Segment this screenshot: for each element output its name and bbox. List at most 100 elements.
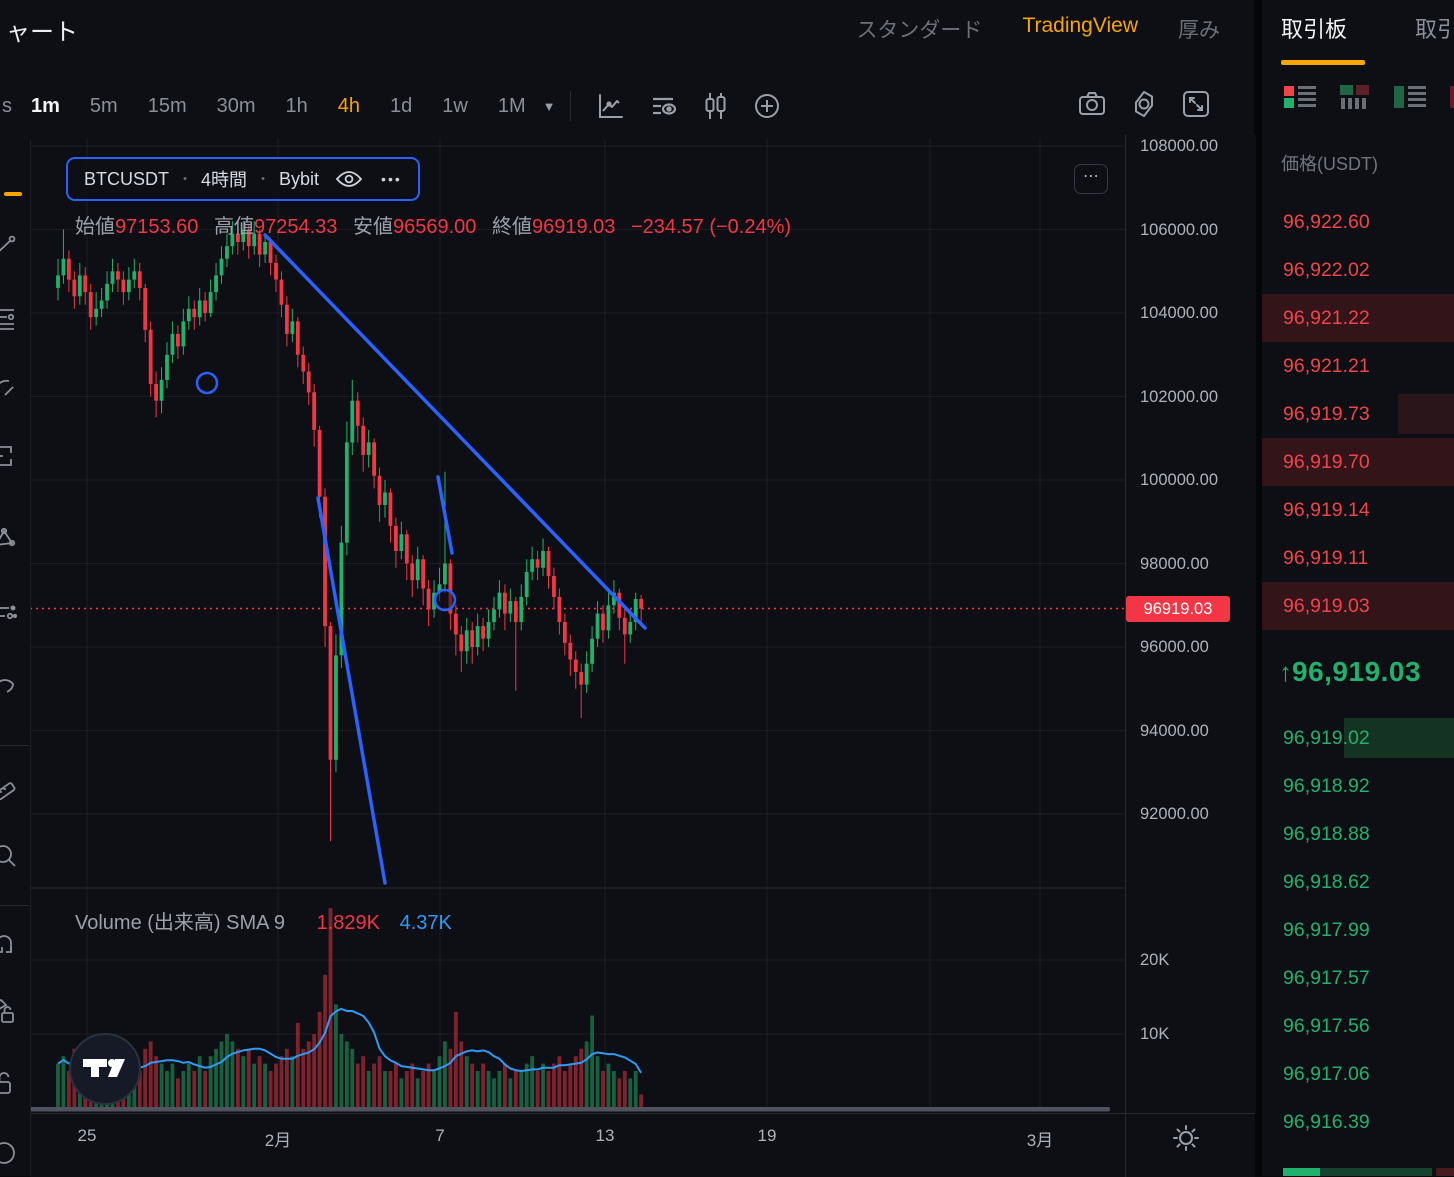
camera-snapshot-icon[interactable] [1077,89,1107,119]
ask-row[interactable]: 96,919.14 [1262,486,1454,534]
asks-list: 96,922.60 96,922.02 96,921.22 96,921.21 96,9… [1262,198,1454,630]
compare-add-icon[interactable] [752,91,782,121]
drawing-lock-tool-icon[interactable] [0,998,17,1024]
ask-row[interactable]: 96,919.03 [1262,582,1454,630]
orderbook-view-modes [1283,84,1454,110]
symbol-legend[interactable]: BTCUSDT ・ 4時間 ・ Bybit ••• [66,157,420,201]
bid-row[interactable]: 96,918.62 [1262,858,1454,906]
timeframe-5m[interactable]: 5m [89,94,118,117]
view-buys-only-icon[interactable] [1393,84,1427,110]
ask-row[interactable]: 96,919.70 [1262,438,1454,486]
rail-divider [0,905,28,906]
fullscreen-icon[interactable] [1181,89,1211,119]
time-tick: 25 [77,1126,97,1145]
ask-price: 96,919.73 [1283,402,1370,425]
fib-retracement-tool-icon[interactable] [0,305,17,331]
view-both-sides-icon[interactable] [1283,84,1317,110]
legend-separator: ・ [256,171,271,187]
exchange-label: Bybit [279,168,320,189]
settings-gear-icon[interactable] [1129,89,1159,119]
price-column-header: 価格(USDT) [1281,154,1378,174]
candles-style-icon[interactable] [700,91,730,121]
eye-visibility-icon[interactable] [336,170,363,188]
trend-line-tool-icon[interactable] [0,234,17,260]
ask-row[interactable]: 96,922.60 [1262,198,1454,246]
mid-price-row[interactable]: ↑ 96,919.03 [1262,630,1454,714]
timeframe-4h[interactable]: 4h [337,94,361,117]
time-axis[interactable]: 25 2月 7 13 19 3月 [30,1113,1125,1177]
low-value: 96569.00 [392,216,477,238]
brightness-theme-icon[interactable] [1168,1120,1204,1156]
bid-row[interactable]: 96,919.02 [1262,714,1454,762]
ask-row[interactable]: 96,921.22 [1262,294,1454,342]
tab-orderbook[interactable]: 取引板 [1281,17,1348,42]
time-tick: 13 [595,1126,615,1145]
line-chart-type-icon[interactable] [596,91,626,121]
bid-price: 96,917.99 [1283,918,1370,941]
bid-row[interactable]: 96,918.92 [1262,762,1454,810]
bid-row[interactable]: 96,917.06 [1262,1050,1454,1098]
bid-row[interactable]: 96,916.39 [1262,1098,1454,1146]
timeframe-partial[interactable]: s [2,94,12,117]
bid-price: 96,919.02 [1283,726,1370,749]
forecast-tool-icon[interactable] [0,600,17,626]
ratio-buy-segment [1320,1168,1432,1176]
price-tick: 96000.00 [1140,638,1209,656]
bid-row[interactable]: 96,917.99 [1262,906,1454,954]
legend-more-icon[interactable]: ••• [381,171,402,187]
bid-row[interactable]: 96,917.56 [1262,1002,1454,1050]
bid-price: 96,917.56 [1283,1014,1370,1037]
view-split-columns-icon[interactable] [1338,84,1372,110]
timeframe-1d[interactable]: 1d [390,94,413,117]
pin-curve-tool-icon[interactable] [0,668,17,694]
timeframe-1h[interactable]: 1h [285,94,308,117]
bid-price: 96,917.57 [1283,966,1370,989]
ask-row[interactable]: 96,919.11 [1262,534,1454,582]
time-tick: 2月 [264,1131,292,1150]
xabcd-pattern-tool-icon[interactable] [0,525,17,551]
time-tick: 7 [435,1126,445,1145]
price-axis[interactable]: 96919.03 108000.00 106000.00 104000.00 1020… [1125,135,1256,1113]
ask-row[interactable]: 96,921.21 [1262,342,1454,390]
legend-separator: ・ [178,171,192,187]
zoom-tool-icon[interactable] [0,843,17,869]
hide-drawings-tool-icon[interactable] [0,1140,17,1166]
volume-tick: 10K [1140,1025,1170,1043]
buy-sell-ratio-bar [1262,1168,1454,1176]
bid-row[interactable]: 96,917.57 [1262,954,1454,1002]
bid-price: 96,917.06 [1283,1062,1370,1085]
close-label: 終値 [491,216,532,238]
tab-depth[interactable]: 厚み [1178,19,1220,42]
ask-price: 96,921.22 [1283,306,1370,329]
tab-tradingview[interactable]: TradingView [1022,14,1138,37]
timeframe-dropdown-caret[interactable]: ▼ [542,98,556,114]
price-tick: 100000.00 [1140,471,1218,489]
rail-divider [0,745,28,746]
timeframe-1w[interactable]: 1w [442,94,468,117]
view-sells-only-icon-partial[interactable] [1448,84,1454,110]
bid-row[interactable]: 96,918.88 [1262,810,1454,858]
timeframe-30m[interactable]: 30m [216,94,256,117]
bid-depth-bar [1344,718,1454,758]
magnet-tool-icon[interactable] [0,930,17,956]
tab-standard[interactable]: スタンダード [856,19,983,42]
indicators-icon[interactable] [648,91,678,121]
toolbar-divider [569,91,571,121]
unlock-tool-icon[interactable] [0,1070,17,1096]
timeframe-1m[interactable]: 1m [31,94,60,117]
ask-row[interactable]: 96,922.02 [1262,246,1454,294]
pitchfork-tool-icon[interactable] [0,375,17,401]
pane-more-options-icon[interactable]: ⋯ [1074,164,1108,194]
brackets-pattern-tool-icon[interactable] [0,443,17,469]
timeframe-1M[interactable]: 1M [497,94,526,117]
ruler-tool-icon[interactable] [0,774,17,800]
timeframe-15m[interactable]: 15m [147,94,187,117]
candlestick-chart[interactable] [30,135,1125,1113]
volume-tick: 20K [1140,951,1170,969]
ask-depth-bar [1398,394,1454,434]
tab-trades-partial[interactable]: 取引 [1415,17,1454,42]
volume-sma-value: 4.37K [399,912,452,934]
ask-row[interactable]: 96,919.73 [1262,390,1454,438]
orderbook-panel: 取引板 取引 価格(USDT) 96,922.60 96,922.02 96,921… [1262,0,1454,1176]
